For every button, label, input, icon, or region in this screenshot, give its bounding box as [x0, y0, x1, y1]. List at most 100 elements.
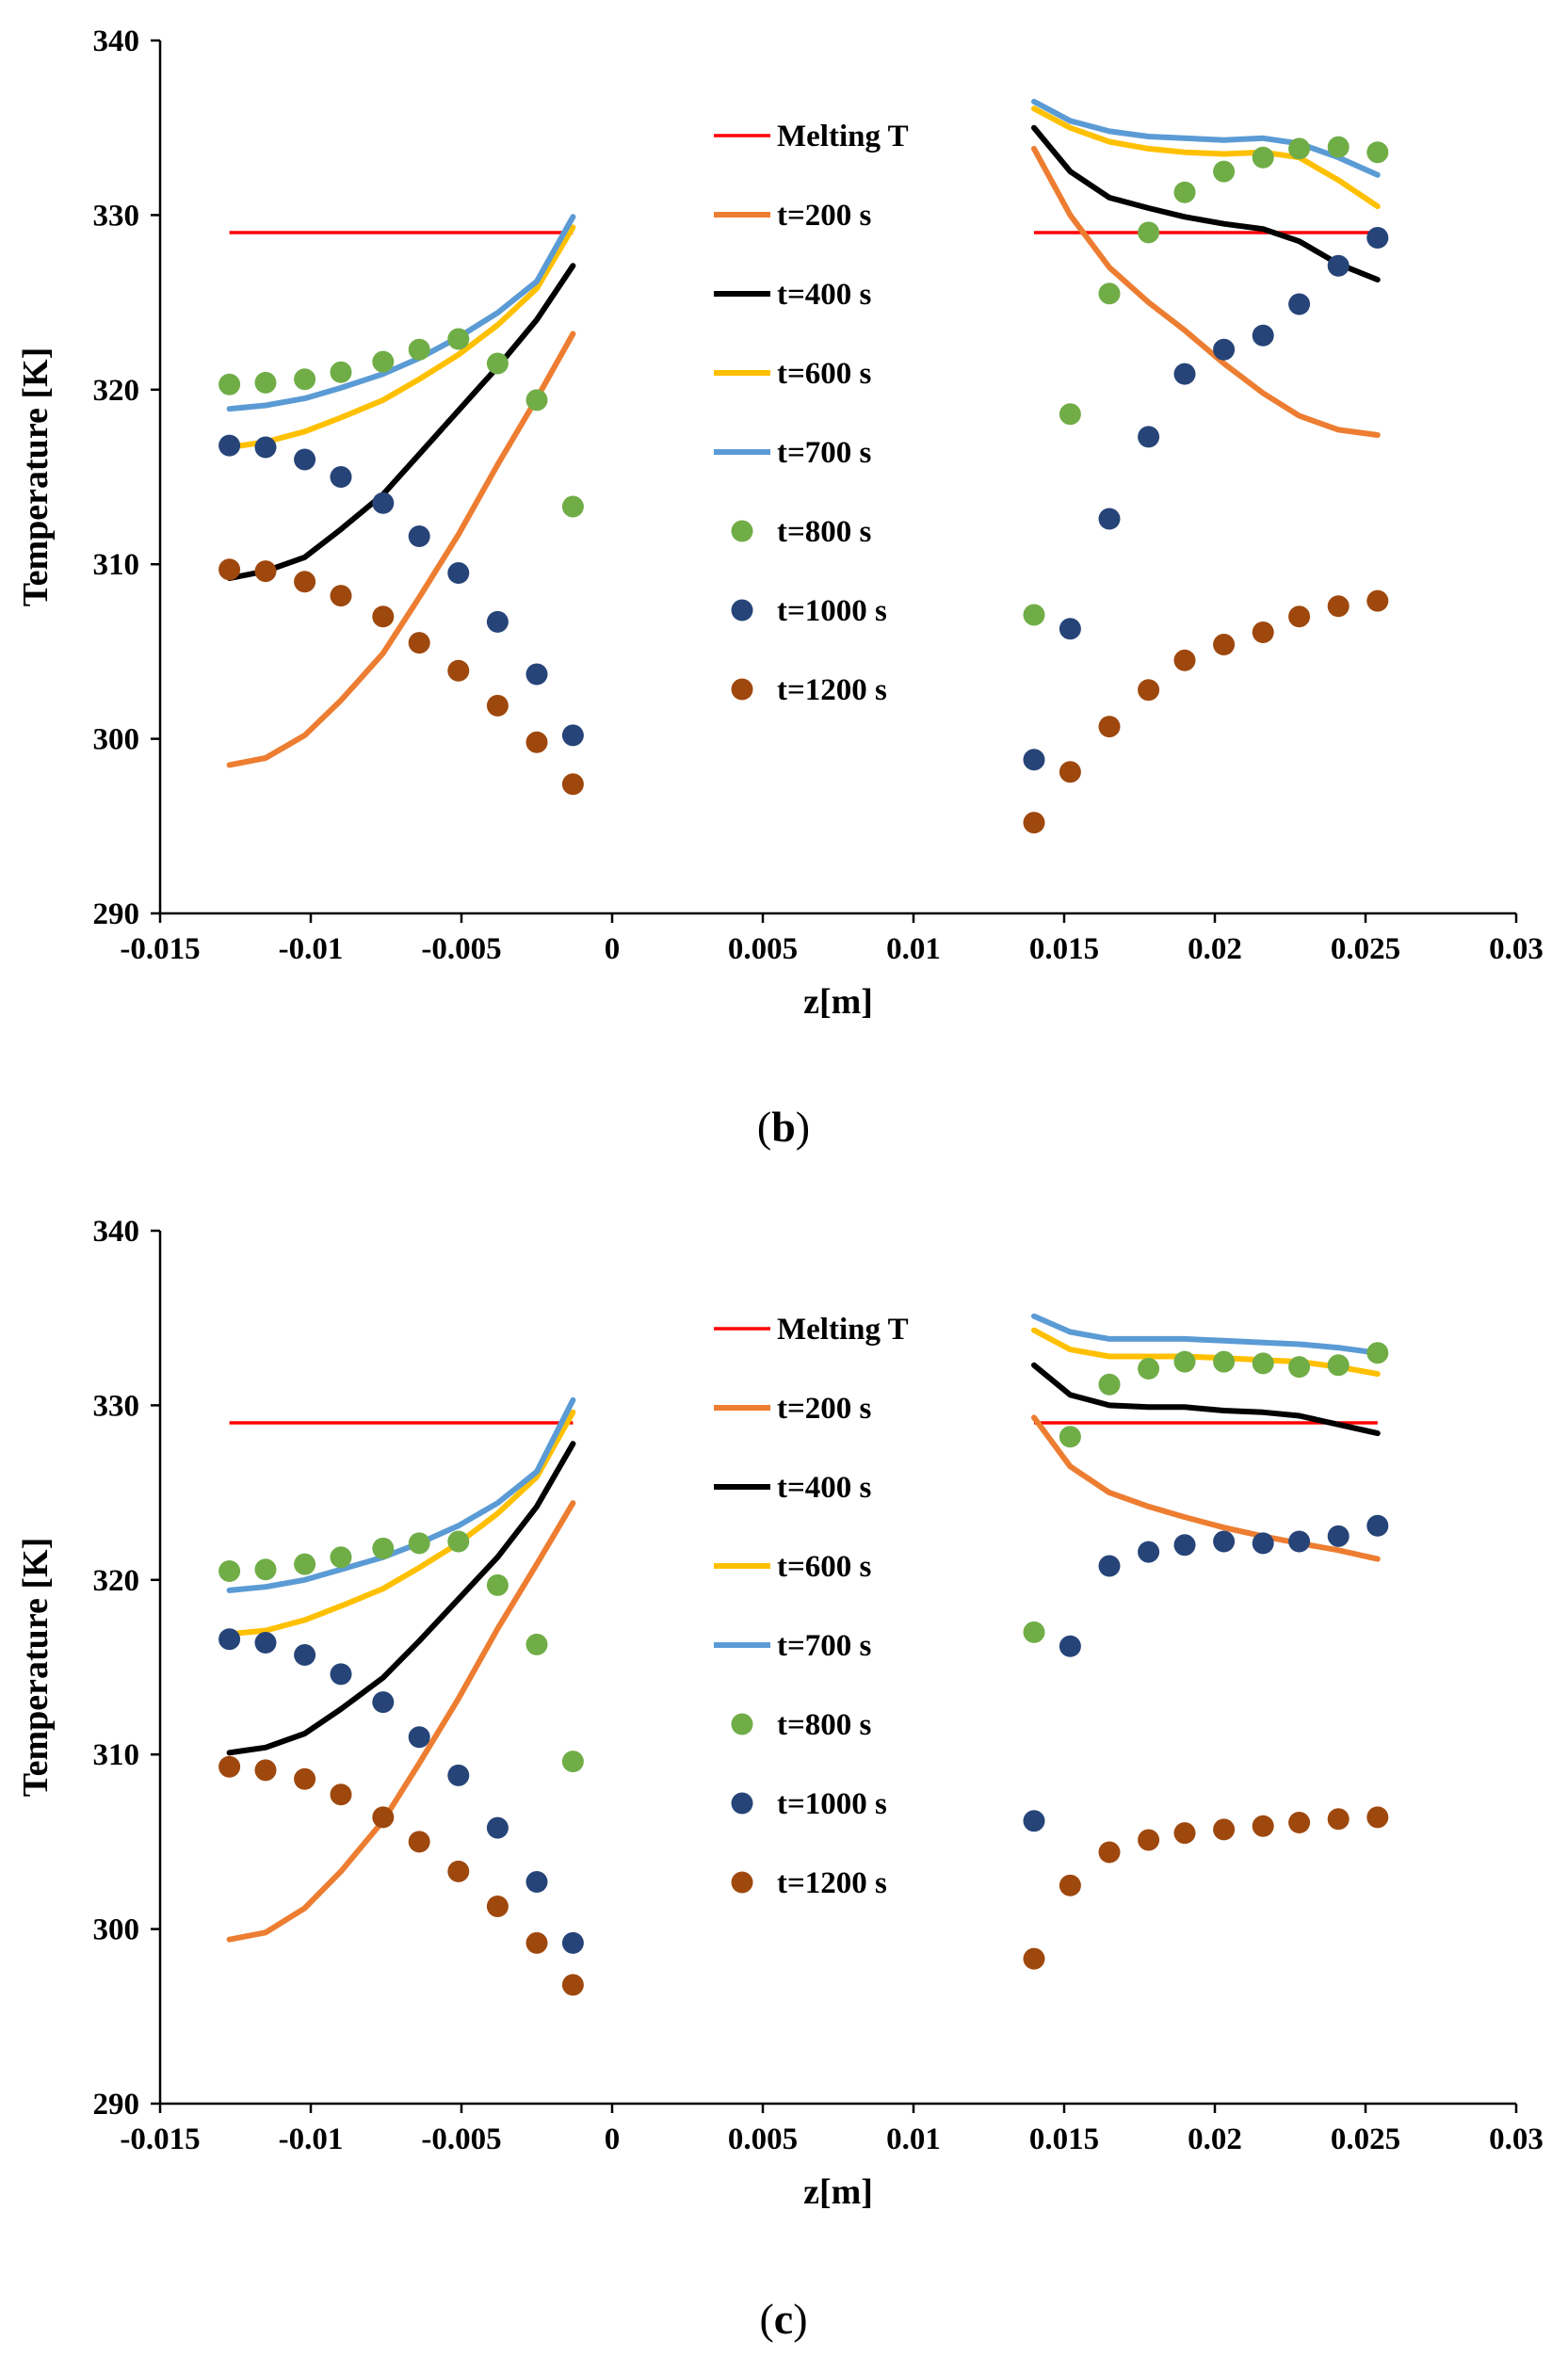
legend-swatch-t1200 — [731, 678, 753, 701]
legend-swatch-t800 — [731, 520, 753, 542]
legend-label-melting: Melting T — [777, 120, 909, 153]
legend-label-t700: t=700 s — [777, 436, 872, 470]
data-point-t1000-right — [1023, 749, 1045, 771]
data-point-t1000-right — [1098, 1555, 1121, 1577]
data-point-t800-left — [254, 371, 277, 394]
data-point-t800-left — [447, 328, 470, 350]
x-tick-label: 0.015 — [1029, 932, 1099, 966]
series-line-t700-left — [226, 214, 576, 412]
legend-swatch-t1000 — [731, 599, 753, 621]
data-point-t1000-right — [1138, 1541, 1160, 1563]
x-tick-label: 0.03 — [1489, 2122, 1544, 2156]
data-point-t800-right — [1098, 1373, 1121, 1396]
data-point-t1200-left — [218, 1755, 241, 1778]
legend-label-t400: t=400 s — [777, 278, 872, 312]
data-point-t800-left — [486, 352, 509, 375]
panel-caption: (c) — [759, 2295, 807, 2343]
data-point-t1000-left — [254, 1632, 277, 1654]
data-point-t800-left — [525, 1633, 548, 1655]
data-point-t1200-left — [447, 1860, 470, 1882]
x-tick-label: 0.005 — [728, 2122, 798, 2156]
y-tick-label: 320 — [93, 1564, 140, 1598]
data-point-t800-left — [486, 1573, 509, 1596]
data-point-t800-right — [1366, 1342, 1389, 1364]
data-point-t1000-left — [254, 436, 277, 459]
data-point-t800-right — [1213, 160, 1236, 183]
data-point-t800-right — [1327, 136, 1350, 158]
y-tick-label: 300 — [93, 1913, 140, 1947]
data-point-t1200-left — [486, 694, 509, 717]
data-point-t800-left — [561, 1751, 584, 1773]
legend-label-t400: t=400 s — [777, 1471, 872, 1505]
data-point-t1000-left — [447, 562, 470, 584]
data-point-t1000-right — [1252, 324, 1274, 347]
x-tick-label: 0 — [605, 932, 621, 966]
data-point-t800-right — [1138, 1358, 1160, 1380]
panel-caption: (b) — [757, 1103, 810, 1151]
data-point-t1200-right — [1023, 1947, 1045, 1970]
data-point-t800-right — [1366, 141, 1389, 164]
y-axis-title: Temperature [K] — [16, 347, 56, 606]
data-point-t1200-right — [1138, 679, 1160, 702]
data-point-t800-right — [1173, 181, 1196, 203]
y-tick-label: 290 — [93, 897, 140, 931]
legend-swatch-t1200 — [731, 1871, 753, 1894]
data-point-t800-right — [1023, 604, 1045, 626]
data-point-t800-left — [372, 350, 395, 373]
caption-close-paren: ) — [796, 1103, 810, 1151]
data-point-t1200-right — [1327, 1808, 1350, 1831]
x-tick-label: -0.01 — [279, 2122, 344, 2156]
data-point-t1000-left — [525, 1871, 548, 1893]
data-point-t1200-left — [254, 1759, 277, 1782]
data-point-t800-right — [1173, 1350, 1196, 1373]
caption-open-paren: ( — [759, 2295, 773, 2343]
legend-label-t700: t=700 s — [777, 1629, 872, 1663]
data-point-t800-right — [1213, 1350, 1236, 1373]
x-tick-label: 0.03 — [1489, 932, 1544, 966]
data-point-t1200-left — [372, 1806, 395, 1829]
data-point-t1200-right — [1173, 1822, 1196, 1845]
data-point-t1200-left — [408, 632, 430, 654]
data-point-t800-left — [330, 1546, 352, 1569]
data-point-t1200-left — [218, 558, 241, 581]
data-point-t1000-right — [1252, 1532, 1274, 1555]
x-tick-label: 0.025 — [1331, 2122, 1400, 2156]
data-point-t800-left — [218, 373, 241, 395]
data-point-t800-left — [218, 1560, 241, 1582]
x-tick-label: -0.005 — [421, 932, 501, 966]
data-point-t800-left — [408, 1532, 430, 1555]
legend-label-melting: Melting T — [777, 1313, 909, 1347]
y-tick-label: 310 — [93, 548, 140, 582]
series-line-t400-left — [226, 263, 576, 581]
data-point-t1000-left — [330, 466, 352, 488]
data-point-t1000-right — [1138, 426, 1160, 448]
data-point-t1000-right — [1213, 338, 1236, 361]
data-point-t1000-right — [1288, 293, 1311, 315]
legend-label-t600: t=600 s — [777, 357, 872, 391]
data-point-t1000-right — [1327, 254, 1350, 277]
data-point-t1000-left — [294, 1644, 316, 1666]
series-line-t700-right — [1031, 1313, 1381, 1356]
series-line-t400-right — [1031, 124, 1381, 282]
data-point-t1200-right — [1252, 1815, 1274, 1837]
data-point-t1000-right — [1098, 508, 1121, 530]
data-point-t1000-right — [1288, 1530, 1311, 1553]
series-line-t200-right — [1031, 1414, 1381, 1562]
x-tick-label: 0.01 — [886, 932, 941, 966]
data-point-t1200-right — [1366, 1806, 1389, 1829]
data-point-t800-left — [447, 1530, 470, 1553]
data-point-t1200-right — [1023, 812, 1045, 834]
x-axis-title: z[m] — [803, 2172, 873, 2212]
data-point-t1200-right — [1138, 1829, 1160, 1851]
data-point-t800-left — [372, 1537, 395, 1559]
data-point-t1200-left — [408, 1831, 430, 1853]
series-line-t600-left — [226, 224, 576, 450]
data-point-t800-right — [1059, 403, 1081, 426]
data-point-t1000-right — [1213, 1530, 1236, 1553]
y-tick-label: 290 — [93, 2088, 140, 2122]
chart-panel-c: 290 300 310 320 330 340 -0.015 -0.01 -0.005 0 0.00… — [16, 1215, 1544, 2343]
x-tick-label: 0.025 — [1331, 932, 1400, 966]
data-point-t1200-right — [1213, 1818, 1236, 1841]
series-line-t400-right — [1031, 1362, 1381, 1437]
